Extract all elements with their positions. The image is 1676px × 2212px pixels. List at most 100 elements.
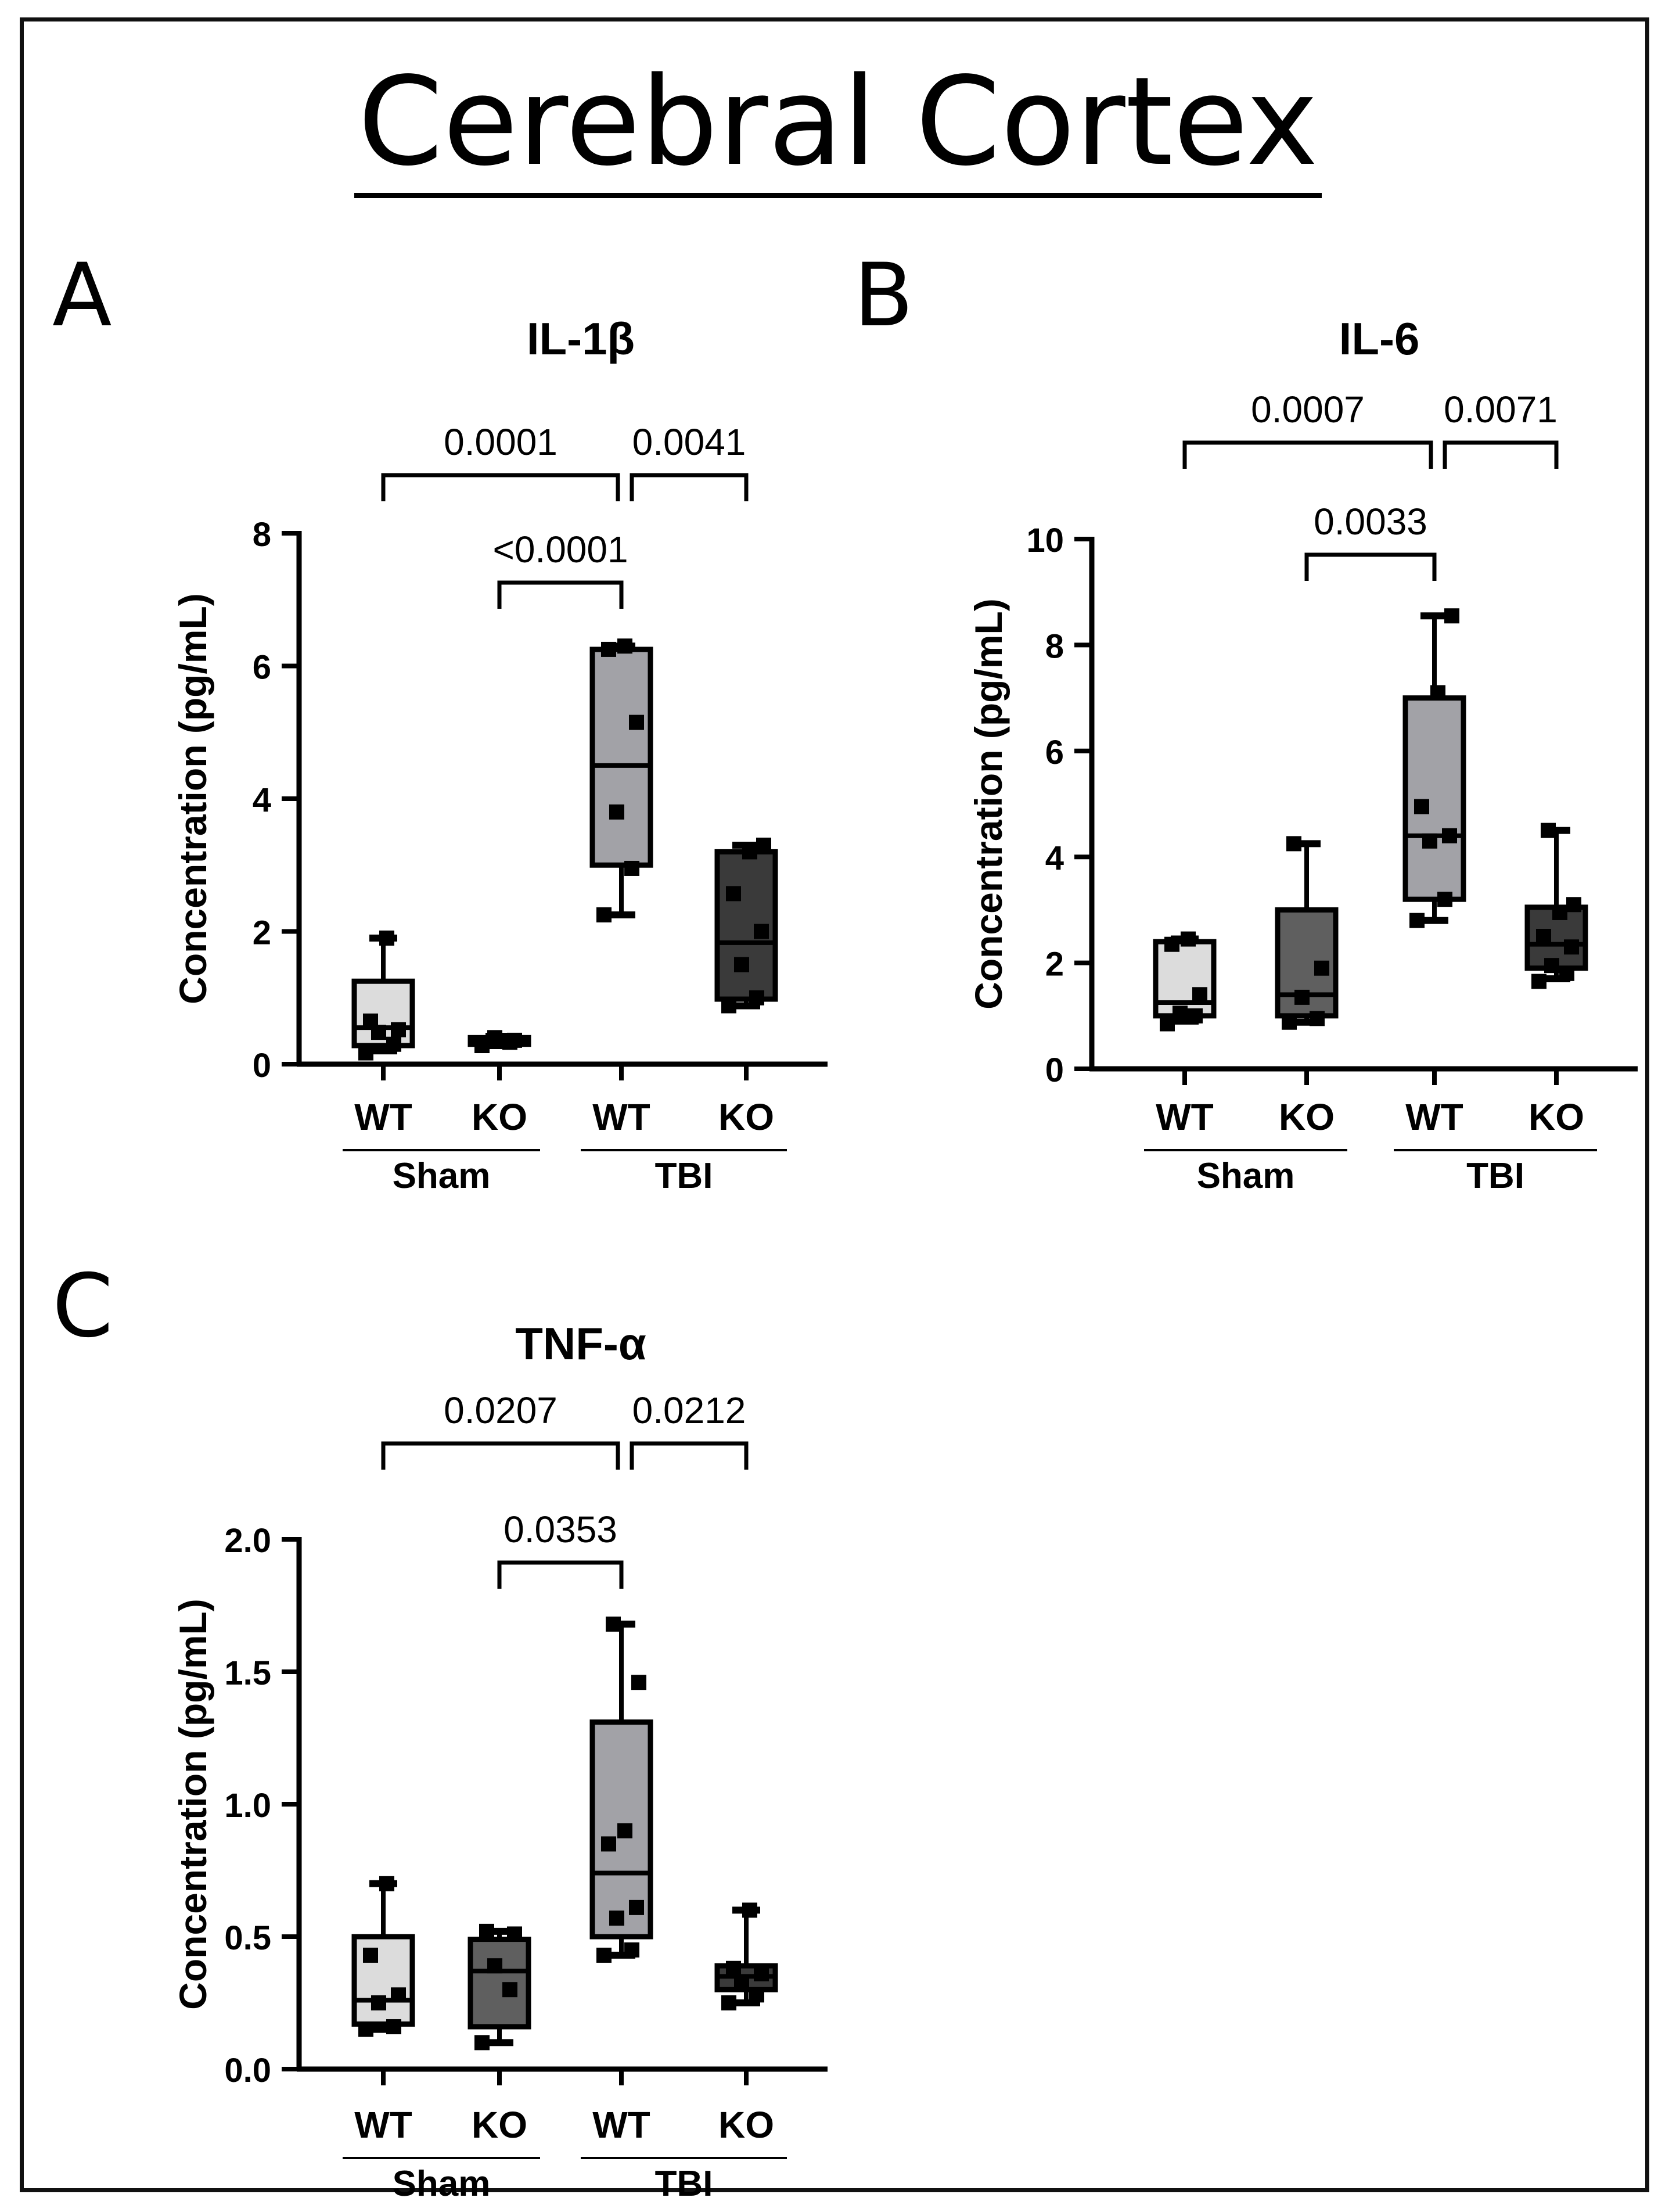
y-tick-label: 2.0 xyxy=(224,1522,271,1560)
chart-title: IL-1β xyxy=(527,313,635,364)
box-series xyxy=(589,638,653,922)
data-point xyxy=(1414,799,1429,814)
y-tick-label: 0 xyxy=(253,1047,271,1085)
data-point xyxy=(629,714,644,730)
data-point xyxy=(502,1982,517,1998)
data-point xyxy=(507,1926,522,1942)
data-point xyxy=(1173,1006,1188,1021)
data-point xyxy=(1536,929,1551,944)
data-point xyxy=(609,1911,624,1926)
y-tick-label: 6 xyxy=(253,649,271,687)
y-tick-label: 2 xyxy=(253,914,271,952)
data-point xyxy=(379,930,394,946)
data-point xyxy=(754,1966,769,1981)
box-series xyxy=(1524,823,1588,989)
x-tick-label: WT xyxy=(592,1096,650,1138)
data-point xyxy=(1181,931,1196,947)
box-series xyxy=(467,1030,531,1054)
x-tick-label: WT xyxy=(1405,1096,1463,1138)
data-point xyxy=(742,1902,757,1918)
p-value-label: 0.0207 xyxy=(444,1389,558,1431)
significance-bracket xyxy=(497,1560,624,1589)
data-point xyxy=(391,1987,406,2003)
data-point xyxy=(474,1038,490,1054)
panel-letter: B xyxy=(854,245,913,346)
y-tick-label: 1.0 xyxy=(224,1787,271,1825)
figure-title: Cerebral Cortex xyxy=(0,51,1676,198)
p-value-label: <0.0001 xyxy=(492,529,628,570)
data-point xyxy=(726,1960,741,1976)
data-point xyxy=(379,1876,394,1891)
p-value-label: 0.0041 xyxy=(632,421,746,463)
significance-bracket xyxy=(497,580,624,609)
data-point xyxy=(391,1022,406,1037)
data-point xyxy=(631,1675,646,1690)
data-point xyxy=(1294,989,1310,1005)
data-point xyxy=(754,924,769,939)
chart-panel-a: A IL-1β 0 2 4 6 8 Concentration (pg/mL) WT KO WT KO… xyxy=(52,245,828,1196)
box-iqr xyxy=(467,1937,531,2030)
significance-bracket xyxy=(1304,552,1437,581)
box-series xyxy=(714,837,778,1014)
group-label: Sham xyxy=(393,2164,491,2204)
x-tick-label: KO xyxy=(1279,1096,1335,1138)
p-value-label: 0.0071 xyxy=(1444,389,1558,430)
x-tick-label: KO xyxy=(472,2104,527,2146)
data-point xyxy=(721,1995,736,2010)
data-point xyxy=(601,1836,616,1852)
data-point xyxy=(756,837,771,853)
data-point xyxy=(487,1958,502,1974)
x-tick-label: KO xyxy=(1528,1096,1584,1138)
box-series xyxy=(1402,608,1466,928)
box-series xyxy=(1275,836,1339,1030)
x-tick-label: KO xyxy=(472,1096,527,1138)
y-tick-label: 1.5 xyxy=(224,1654,271,1692)
data-point xyxy=(1286,836,1301,852)
group-label: Sham xyxy=(1197,1156,1295,1196)
data-point xyxy=(1422,833,1437,849)
data-point xyxy=(1192,987,1207,1003)
data-point xyxy=(358,1045,373,1061)
significance-bracket xyxy=(381,473,620,501)
group-label: TBI xyxy=(655,1156,713,1196)
data-point xyxy=(1566,897,1581,913)
data-point xyxy=(734,957,749,972)
data-point xyxy=(596,907,612,922)
data-point xyxy=(617,638,632,654)
data-point xyxy=(734,1977,749,1992)
x-tick-label: KO xyxy=(718,2104,774,2146)
figure-border xyxy=(20,17,1649,2192)
box-series xyxy=(351,1876,415,2037)
data-point xyxy=(624,860,639,876)
box-series xyxy=(1153,931,1217,1032)
p-value-label: 0.0033 xyxy=(1314,501,1427,543)
data-point xyxy=(1544,958,1559,974)
chart-panel-b: B IL-6 0 2 4 6 8 10 Concentration (pg/mL) WT KO WT K… xyxy=(854,245,1638,1196)
data-point xyxy=(609,804,624,820)
significance-bracket xyxy=(381,1441,620,1470)
y-axis-label: Concentration (pg/mL) xyxy=(171,593,214,1004)
data-point xyxy=(1314,960,1329,976)
significance-bracket xyxy=(630,473,749,501)
data-point xyxy=(749,1987,764,2003)
p-value-label: 0.0212 xyxy=(632,1389,746,1431)
significance-bracket xyxy=(630,1441,749,1470)
y-tick-label: 10 xyxy=(1026,522,1064,559)
data-point xyxy=(1559,965,1574,981)
data-point xyxy=(1444,608,1459,624)
data-point xyxy=(1564,939,1579,955)
data-point xyxy=(1310,1011,1325,1026)
data-point xyxy=(624,1942,639,1958)
x-tick-label: WT xyxy=(1156,1096,1214,1138)
data-point xyxy=(1409,913,1425,928)
x-tick-label: KO xyxy=(718,1096,774,1138)
data-point xyxy=(596,1947,612,1963)
p-value-label: 0.0353 xyxy=(503,1509,617,1550)
y-axis-label: Concentration (pg/mL) xyxy=(171,1599,214,2010)
panel-letter: A xyxy=(52,245,112,346)
data-point xyxy=(386,1036,401,1052)
data-point xyxy=(474,2035,490,2051)
box-iqr xyxy=(589,647,653,868)
box-iqr xyxy=(1402,695,1466,902)
